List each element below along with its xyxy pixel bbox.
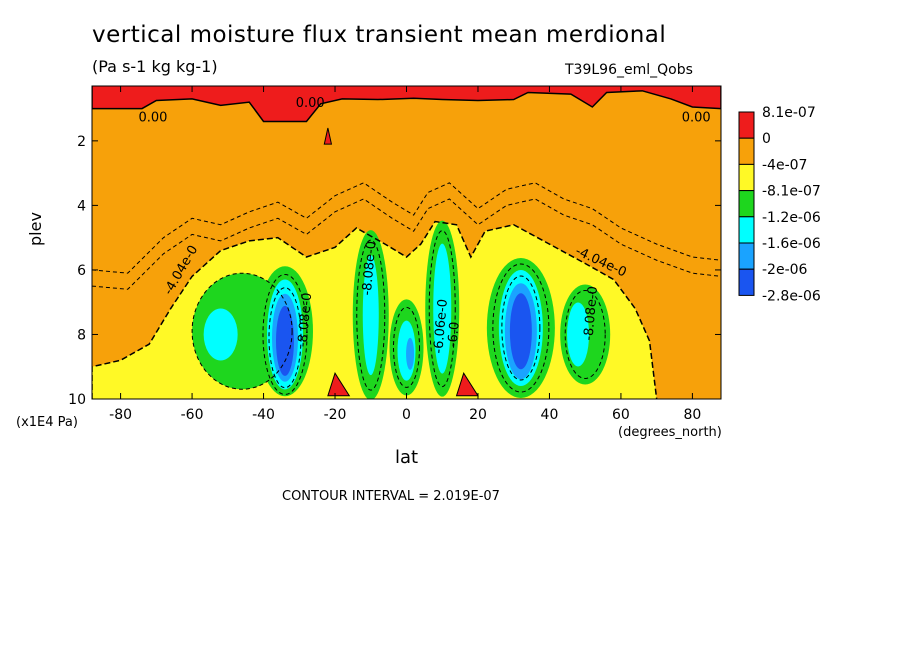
x-tick-label: 40	[541, 407, 559, 423]
legend-label-2: -4e-07	[762, 157, 807, 173]
contour-label-2: 0.00	[682, 110, 711, 125]
fill-cyan-north-mid	[567, 302, 590, 367]
legend-label-4: -1.2e-06	[762, 210, 821, 226]
legend-swatch-5	[738, 242, 755, 270]
contour-ring-5	[428, 230, 456, 388]
fill-deepblue-south	[275, 305, 294, 376]
legend: 8.1e-07 0 -4e-07 -8.1e-07 -1.2e-06 -1.6e-06 -2…	[738, 105, 821, 304]
legend-swatch-2	[738, 163, 755, 192]
contour-ring-4	[393, 306, 420, 388]
contour-ring-8	[564, 289, 606, 379]
contour-label-0: 0.00	[138, 110, 167, 125]
contour-ring-7	[501, 275, 541, 381]
legend-label-0: 8.1e-07	[762, 105, 816, 121]
legend-label-7: -2.8e-06	[762, 288, 821, 304]
legend-label-5: -1.6e-06	[762, 236, 821, 252]
contour-line-yellow	[92, 220, 658, 399]
legend-label-6: -2e-06	[762, 262, 808, 278]
contour-ring-1	[268, 287, 302, 389]
contour-line-upper-2	[92, 198, 721, 290]
y-axis-unit: (x1E4 Pa)	[16, 415, 78, 430]
y-tick-label: 10	[68, 392, 86, 408]
x-tick-label: -20	[324, 407, 347, 423]
axis-ticks: -80 -60 -40 -20 0 20 40 60 80 2 4 6 8 10	[68, 86, 721, 423]
contour-line-zero	[92, 86, 721, 123]
contour-label-8: -6.06e-0	[431, 298, 451, 354]
legend-swatch-0	[738, 111, 755, 139]
fill-cyan-tropical-s	[362, 255, 379, 376]
fill-positive-pocket-2	[323, 127, 333, 145]
fill-blue-equatorial	[406, 337, 415, 370]
legend-label-3: -8.1e-07	[762, 184, 821, 200]
contour-fills	[92, 86, 721, 399]
legend-swatch-3	[738, 190, 755, 218]
x-tick-label: 60	[612, 407, 630, 423]
x-tick-label: 0	[402, 407, 411, 423]
run-label: T39L96_eml_Qobs	[565, 62, 693, 78]
y-tick-label: 8	[77, 327, 86, 343]
contour-ring-3	[356, 239, 386, 391]
contour-ring-0	[262, 273, 308, 395]
chart-units: (Pa s-1 kg kg-1)	[92, 57, 218, 76]
contour-label-6: -8.08e-0	[295, 292, 315, 348]
legend-swatch-4	[738, 216, 755, 244]
contour-label-9: -6.0	[446, 321, 463, 348]
contour-label-1: 0.00	[296, 96, 325, 111]
contour-label-7: -8.08e-0	[581, 286, 601, 342]
contour-line-upper	[92, 182, 721, 274]
contour-ring-6	[492, 263, 550, 393]
contour-interval: CONTOUR INTERVAL = 2.019E-07	[282, 489, 500, 504]
fill-cyan-south-mid	[203, 308, 238, 361]
fill-cyan-tropical-n	[433, 243, 452, 374]
fill-upper-positive	[92, 86, 721, 122]
legend-swatch-6	[738, 268, 755, 296]
y-tick-label: 2	[77, 134, 86, 150]
legend-swatch-1	[738, 137, 755, 165]
x-tick-label: 20	[469, 407, 487, 423]
x-axis-unit: (degrees_north)	[618, 425, 722, 440]
fill-positive-pocket-0	[327, 372, 351, 397]
y-tick-label: 6	[77, 263, 86, 279]
contour-lines	[92, 86, 721, 399]
contour-ring-2	[191, 272, 293, 390]
x-tick-label: -60	[181, 407, 204, 423]
fill-deepblue-north	[509, 293, 532, 370]
fill-positive-pocket-1	[455, 372, 479, 397]
contour-label-5: -8.08e-0	[360, 240, 380, 296]
x-tick-label: -40	[252, 407, 275, 423]
legend-label-1: 0	[762, 131, 771, 147]
y-tick-label: 4	[77, 198, 86, 214]
chart-title: vertical moisture flux transient mean me…	[92, 22, 667, 48]
x-tick-label: 80	[683, 407, 701, 423]
x-axis-label: lat	[395, 447, 419, 468]
x-tick-label: -80	[109, 407, 132, 423]
